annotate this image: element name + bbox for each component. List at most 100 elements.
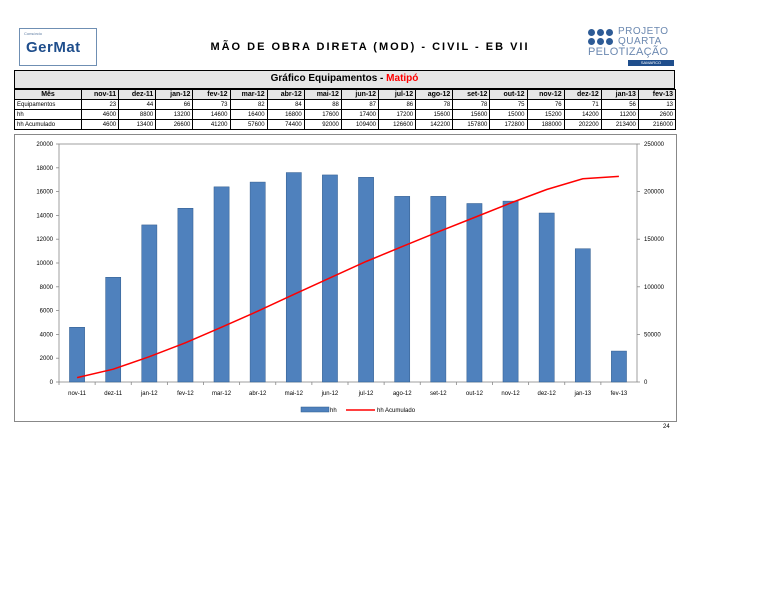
- left-axis-tick-label: 20000: [36, 142, 53, 148]
- table-cell: 26600: [155, 119, 194, 130]
- table-cell: 126600: [377, 119, 417, 130]
- table-cell: 172800: [489, 119, 528, 130]
- x-axis-tick-label: jul-12: [358, 391, 374, 397]
- left-axis-tick-label: 10000: [36, 261, 53, 267]
- table-cell: 15200: [526, 109, 565, 120]
- bar: [502, 200, 519, 383]
- table-row-label: hh Acumulado: [14, 119, 82, 130]
- table-cell: 86: [377, 99, 417, 110]
- x-axis-tick-label: nov-12: [501, 391, 520, 397]
- table-cell: 87: [340, 99, 380, 110]
- logo-left-small-text: Consórcio: [24, 31, 43, 36]
- table-cell: 216000: [637, 119, 677, 130]
- bar: [611, 350, 627, 383]
- x-axis-tick-label: fev-13: [611, 391, 628, 397]
- table-header-month: mar-12: [229, 89, 268, 100]
- table-cell: 4600: [80, 119, 120, 130]
- bar: [538, 212, 555, 383]
- table-cell: 78: [415, 99, 454, 110]
- table-cell: 82: [229, 99, 268, 110]
- table-cell: 213400: [600, 119, 639, 130]
- table-header-month: mai-12: [303, 89, 342, 100]
- table-cell: 74400: [266, 119, 305, 130]
- table-header-month: jan-12: [155, 89, 194, 100]
- table-header-month: dez-12: [563, 89, 602, 100]
- table-cell: 17400: [340, 109, 380, 120]
- table-row: hh 4600 8800 13200 14600 16400 16800 17600 17400…: [14, 109, 677, 120]
- bar: [141, 224, 158, 383]
- bar: [394, 196, 411, 383]
- chart-container: 0 2000 4000 6000 8000 10000 12000 14000 16000 180…: [14, 134, 677, 422]
- table-cell: 15000: [489, 109, 528, 120]
- table-cell: 57600: [229, 119, 268, 130]
- table-header-month: fev-12: [192, 89, 231, 100]
- logo-line2: QUARTA: [618, 36, 662, 47]
- bar: [430, 196, 447, 383]
- table-title-prefix: Gráfico Equipamentos -: [270, 73, 387, 84]
- right-axis-tick-label: 50000: [644, 332, 661, 338]
- germat-logo: Consórcio GerMat: [19, 28, 97, 66]
- table-cell: 157800: [452, 119, 491, 130]
- table-cell: 4600: [80, 109, 120, 120]
- x-axis-tick-label: jan-12: [140, 391, 158, 397]
- table-cell: 13200: [155, 109, 194, 120]
- x-axis-tick-label: nov-11: [68, 391, 87, 397]
- table-header-month: dez-11: [118, 89, 157, 100]
- bar: [574, 248, 591, 383]
- table-cell: 17200: [377, 109, 417, 120]
- x-axis-tick-label: out-12: [466, 391, 484, 397]
- projeto-logo: PROJETO QUARTA PELOTIZAÇÃO SAMARCO: [588, 27, 674, 71]
- table-cell: 16800: [266, 109, 305, 120]
- logo-brand: SAMARCO: [628, 60, 674, 66]
- table-grid: Mês nov-11 dez-11 jan-12 fev-12 mar-12 abr-12 m…: [14, 89, 677, 130]
- bar: [69, 327, 85, 383]
- table-cell: 44: [118, 99, 157, 110]
- logo-dots-icon: [588, 29, 618, 51]
- table-cell: 71: [563, 99, 602, 110]
- x-axis-tick-label: mai-12: [285, 391, 304, 397]
- left-axis-tick-label: 2000: [40, 356, 54, 362]
- table-header-month: jul-12: [377, 89, 417, 100]
- bar: [358, 177, 374, 383]
- table-cell: 56: [600, 99, 639, 110]
- left-axis-tick-label: 16000: [36, 190, 53, 196]
- table-cell: 202200: [563, 119, 602, 130]
- table-cell: 78: [452, 99, 491, 110]
- table-cell: 13400: [118, 119, 157, 130]
- bar: [285, 172, 302, 383]
- table-cell: 188000: [526, 119, 565, 130]
- table-header-label: Mês: [14, 89, 82, 100]
- table-cell: 92000: [303, 119, 342, 130]
- table-cell: 109400: [340, 119, 380, 130]
- table-cell: 14600: [192, 109, 231, 120]
- table-cell: 73: [192, 99, 231, 110]
- x-axis-tick-label: dez-12: [538, 391, 557, 397]
- logo-left-text: GerMat: [26, 39, 81, 56]
- table-header-month: ago-12: [415, 89, 454, 100]
- right-axis-tick-label: 250000: [644, 142, 665, 148]
- x-axis-tick-label: mar-12: [212, 391, 232, 397]
- x-axis-tick-label: set-12: [430, 391, 447, 397]
- right-axis-tick-label: 0: [644, 380, 648, 386]
- table-cell: 8800: [118, 109, 157, 120]
- table-header-month: set-12: [452, 89, 491, 100]
- table-cell: 23: [80, 99, 120, 110]
- table-header-month: nov-11: [80, 89, 120, 100]
- table-header-month: nov-12: [526, 89, 565, 100]
- x-axis-tick-label: ago-12: [393, 391, 412, 397]
- right-axis-tick-label: 200000: [644, 190, 665, 196]
- table-title: Gráfico Equipamentos - Matipó: [14, 70, 675, 89]
- table-cell: 14200: [563, 109, 602, 120]
- legend-swatch-bar: [300, 406, 330, 413]
- legend-label: hh: [330, 408, 337, 414]
- x-axis-tick-label: jan-13: [573, 391, 591, 397]
- table-cell: 13: [637, 99, 677, 110]
- bar: [466, 203, 483, 383]
- bar: [177, 208, 194, 383]
- table-cell: 17600: [303, 109, 342, 120]
- table-cell: 84: [266, 99, 305, 110]
- bar: [105, 277, 122, 383]
- left-axis-tick-label: 4000: [40, 332, 54, 338]
- left-axis-tick-label: 14000: [36, 213, 53, 219]
- left-axis-tick-label: 0: [50, 380, 54, 386]
